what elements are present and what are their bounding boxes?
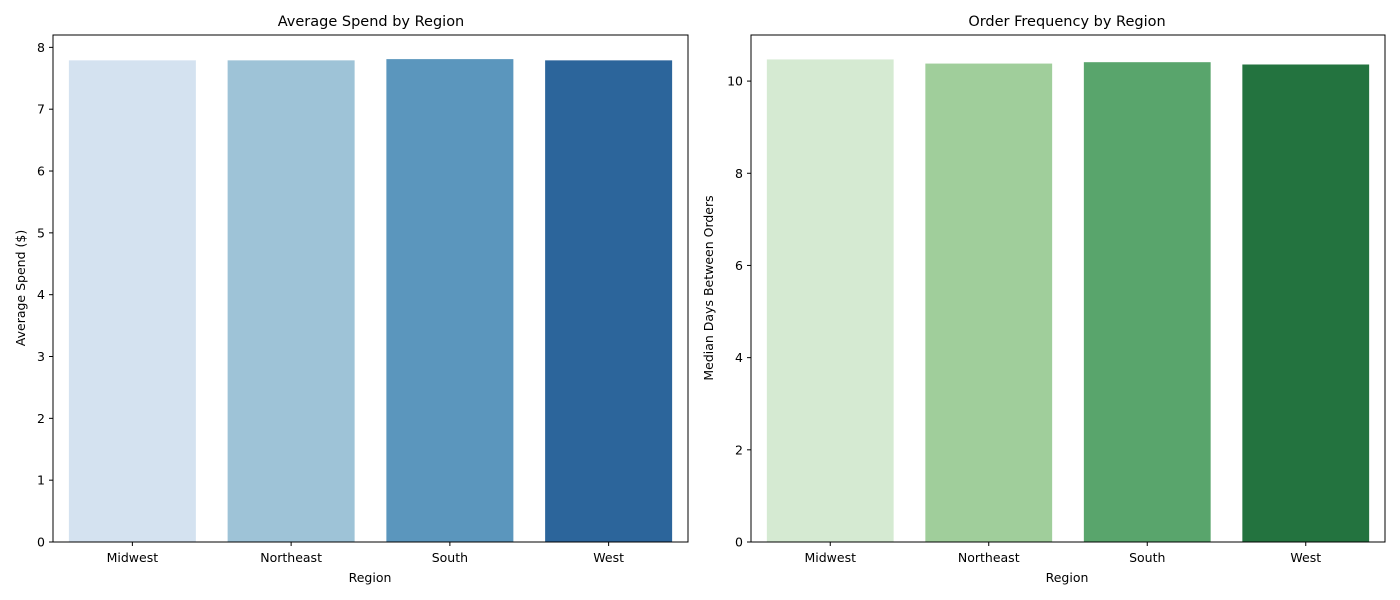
y-tick-group: 0 1 2 3 4 5 6 7 8	[37, 40, 53, 550]
y-tick-label: 6	[735, 258, 743, 273]
x-tick-label: Midwest	[804, 550, 856, 565]
x-axis-label: Region	[1046, 570, 1089, 585]
x-tick-label: Northeast	[958, 550, 1020, 565]
order-frequency-chart: Order Frequency by Region Midwest Northea…	[701, 14, 1386, 585]
y-tick-label: 1	[37, 473, 45, 488]
chart-title: Average Spend by Region	[278, 14, 465, 30]
x-tick-label: Midwest	[107, 550, 159, 565]
bar-midwest	[68, 60, 196, 542]
y-tick-label: 7	[37, 102, 45, 117]
x-tick-group: Midwest Northeast South West	[804, 542, 1321, 565]
y-tick-label: 2	[37, 411, 45, 426]
chart-title: Order Frequency by Region	[968, 14, 1165, 30]
bar-south	[386, 59, 514, 543]
x-tick-label: South	[432, 550, 468, 565]
y-tick-label: 4	[735, 350, 743, 365]
x-tick-group: Midwest Northeast South West	[107, 542, 624, 565]
plot-frame	[52, 34, 689, 543]
y-tick-label: 10	[727, 74, 743, 89]
bar-northeast	[925, 63, 1053, 543]
average-spend-chart: Average Spend by Region Midwest Northeast…	[13, 14, 689, 585]
y-tick-label: 0	[37, 535, 45, 550]
y-tick-label: 8	[37, 40, 45, 55]
bar-west	[545, 60, 673, 542]
y-tick-label: 0	[735, 535, 743, 550]
bar-northeast	[227, 60, 355, 542]
y-tick-label: 4	[37, 287, 45, 302]
bar-group	[766, 59, 1370, 543]
plot-frame	[750, 34, 1386, 543]
y-axis-label: Median Days Between Orders	[701, 195, 716, 380]
y-tick-group: 0 2 4 6 8 10	[727, 74, 751, 550]
x-tick-label: West	[1290, 550, 1321, 565]
y-tick-label: 5	[37, 225, 45, 240]
x-axis-label: Region	[349, 570, 392, 585]
x-tick-label: West	[593, 550, 624, 565]
y-tick-label: 8	[735, 166, 743, 181]
y-tick-label: 2	[735, 442, 743, 457]
bar-south	[1083, 62, 1211, 543]
y-tick-label: 3	[37, 349, 45, 364]
bar-west	[1242, 64, 1370, 543]
y-axis-label: Average Spend ($)	[13, 230, 28, 346]
x-tick-label: Northeast	[260, 550, 322, 565]
bar-midwest	[766, 59, 894, 542]
x-tick-label: South	[1129, 550, 1165, 565]
bar-group	[68, 59, 673, 543]
y-tick-label: 6	[37, 164, 45, 179]
